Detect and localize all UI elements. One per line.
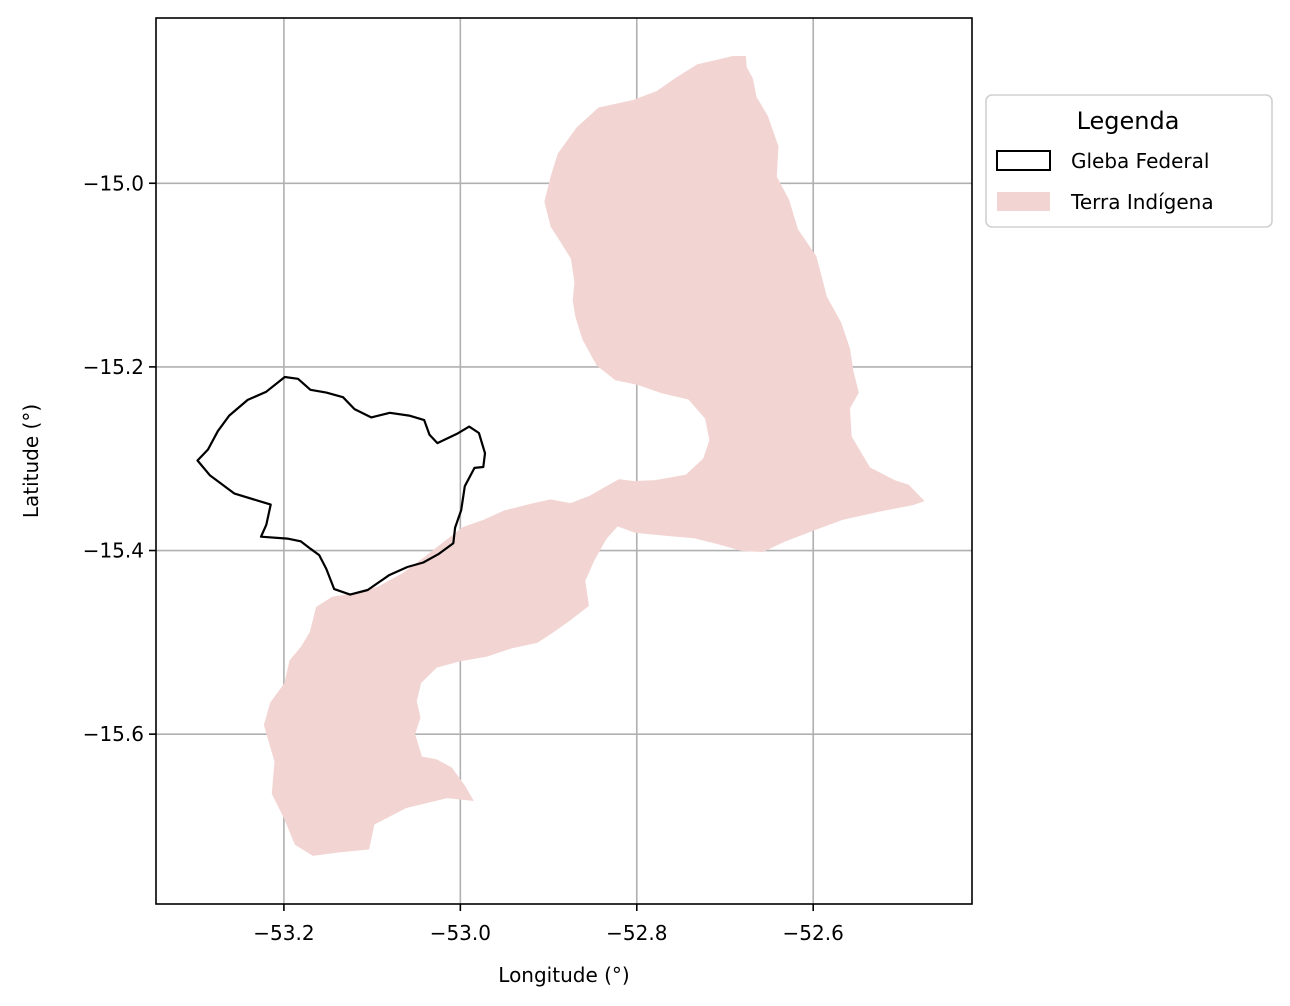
legend-label-terra: Terra Indígena (1070, 190, 1214, 214)
x-tick-label: −52.6 (783, 921, 844, 945)
y-tick-label: −15.6 (83, 722, 144, 746)
legend-swatch-terra (997, 192, 1050, 211)
x-tick-label: −53.2 (253, 921, 314, 945)
y-tick-label: −15.2 (83, 355, 144, 379)
y-axis-label: Latitude (°) (19, 404, 43, 518)
axis-ticks: −53.2 −53.0 −52.8 −52.6 −15.0 −15.2 −15.4 −15.6 (83, 171, 844, 945)
y-tick-label: −15.0 (83, 171, 144, 195)
map-layers (196, 56, 925, 856)
y-tick-label: −15.4 (83, 539, 144, 563)
gleba-federal-polygon (196, 375, 487, 596)
legend-label-gleba: Gleba Federal (1071, 149, 1209, 173)
legend-swatch-gleba (996, 150, 1051, 171)
terra-indigena-polygon (263, 56, 925, 856)
legend: Legenda Gleba Federal Terra Indígena (985, 94, 1273, 228)
x-tick-label: −52.8 (606, 921, 667, 945)
legend-title: Legenda (1077, 107, 1180, 135)
plot-frame (155, 17, 973, 905)
x-axis-label: Longitude (°) (498, 963, 629, 987)
legend-box (985, 94, 1273, 228)
x-tick-label: −53.0 (430, 921, 491, 945)
